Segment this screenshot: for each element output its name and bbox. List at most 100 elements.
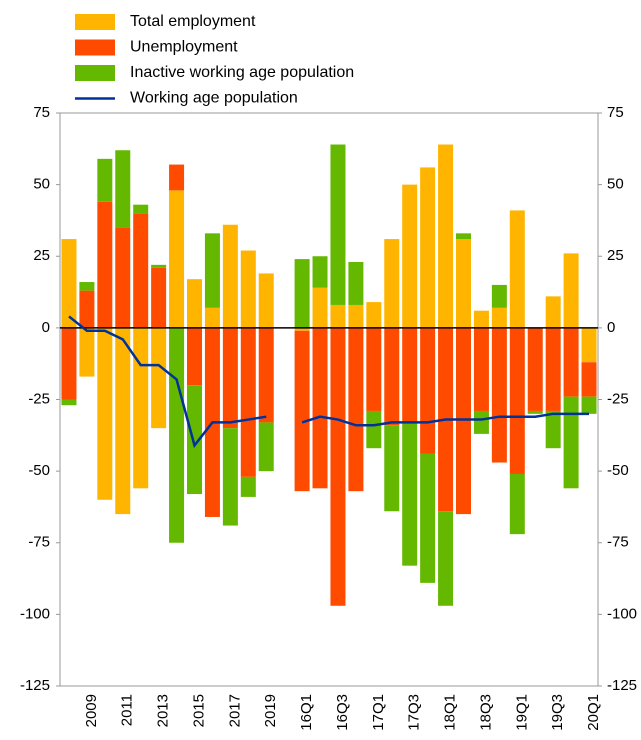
y-tick-label: 75	[33, 104, 50, 121]
legend-label: Inactive working age population	[130, 64, 354, 81]
bar	[581, 396, 597, 414]
bar	[204, 233, 220, 308]
bar	[348, 327, 364, 492]
bar	[187, 385, 202, 495]
x-tick-label: 18Q1	[442, 694, 459, 731]
bar	[258, 273, 274, 328]
x-tick-label: 19Q3	[549, 694, 566, 731]
x-tick-label: 2015	[190, 694, 207, 727]
bar	[366, 302, 382, 328]
bar	[294, 327, 310, 331]
bar	[545, 296, 561, 328]
bar	[151, 264, 167, 268]
y-tick-label: -50	[28, 462, 50, 479]
bar	[294, 259, 310, 328]
bar	[61, 399, 77, 406]
bar	[456, 239, 471, 328]
y2-tick-label: 50	[607, 176, 624, 193]
y-tick-label: -25	[28, 390, 50, 407]
bar	[330, 144, 346, 305]
bar	[79, 282, 95, 291]
bar	[151, 267, 167, 328]
bar	[204, 307, 220, 328]
bar	[527, 327, 543, 411]
bar	[491, 284, 507, 308]
x-tick-label: 16Q1	[298, 694, 315, 731]
bar	[79, 290, 95, 328]
bar	[491, 307, 507, 328]
bar	[240, 476, 256, 497]
x-tick-label: 17Q3	[406, 694, 423, 731]
bar	[312, 287, 328, 328]
x-tick-label: 2013	[155, 694, 172, 727]
bar	[402, 422, 418, 566]
bar	[240, 327, 256, 477]
bar	[420, 327, 436, 454]
legend-label: Working age population	[130, 90, 298, 107]
bar	[133, 213, 149, 328]
y2-tick-label: 0	[607, 319, 615, 336]
y-tick-label: 25	[33, 247, 50, 264]
y2-tick-label: -50	[607, 462, 629, 479]
bar	[133, 204, 149, 214]
bar	[402, 327, 418, 423]
bar	[169, 190, 185, 328]
y-tick-label: -125	[20, 677, 50, 694]
bar	[258, 327, 274, 423]
x-tick-label: 17Q1	[370, 694, 387, 731]
x-tick-label: 19Q1	[513, 694, 530, 731]
bar	[97, 327, 113, 500]
bar	[581, 362, 597, 397]
legend-label: Unemployment	[130, 39, 238, 56]
bar	[563, 327, 579, 397]
bar	[330, 327, 346, 606]
bar	[115, 150, 131, 228]
bar	[402, 184, 418, 328]
bar	[187, 279, 202, 328]
bar	[97, 158, 113, 202]
bar	[563, 396, 579, 489]
y2-tick-label: -100	[607, 605, 637, 622]
x-tick-label: 20Q1	[585, 694, 602, 731]
bar	[473, 310, 489, 328]
bar	[258, 422, 274, 472]
y2-tick-label: -25	[607, 390, 629, 407]
bar	[133, 327, 149, 489]
x-tick-label: 2009	[83, 694, 100, 727]
bar	[509, 210, 525, 328]
legend-swatch	[75, 65, 115, 81]
y2-tick-label: -125	[607, 677, 637, 694]
y-tick-label: -100	[20, 605, 50, 622]
bar	[79, 327, 95, 377]
bar	[384, 425, 400, 512]
x-tick-label: 16Q3	[334, 694, 351, 731]
bar	[61, 239, 77, 328]
legend-swatch	[75, 14, 115, 30]
x-tick-label: 18Q3	[477, 694, 494, 731]
bar	[509, 327, 525, 474]
x-tick-label: 2019	[262, 694, 279, 727]
y-tick-label: 50	[33, 176, 50, 193]
y2-tick-label: -75	[607, 534, 629, 551]
bar	[473, 410, 489, 434]
bar	[115, 327, 131, 515]
bar	[169, 327, 185, 543]
legend-label: Total employment	[130, 13, 256, 30]
bar	[222, 327, 238, 429]
bar	[456, 327, 471, 515]
bar	[491, 327, 507, 463]
bar	[312, 327, 328, 489]
bar	[384, 239, 400, 328]
bar	[420, 167, 436, 328]
bar	[438, 511, 454, 606]
bar	[330, 304, 346, 328]
bar	[438, 144, 454, 328]
bar	[384, 327, 400, 426]
bar	[473, 327, 489, 411]
bar	[563, 253, 579, 328]
x-tick-label: 2011	[119, 694, 136, 726]
bar	[366, 410, 382, 449]
bar	[222, 428, 238, 526]
bar	[420, 453, 436, 583]
